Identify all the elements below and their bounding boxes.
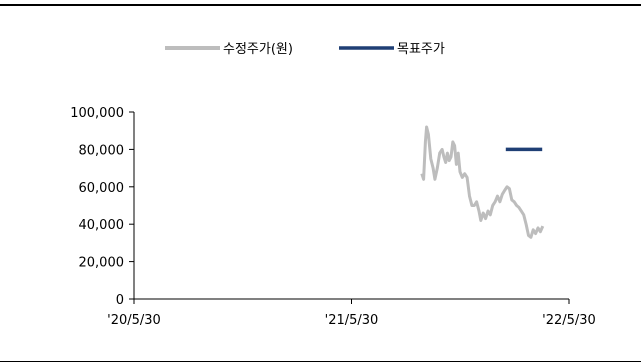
x-tick-label: '20/5/30	[107, 313, 161, 328]
legend-label: 수정주가(원)	[223, 42, 293, 57]
top-border	[0, 4, 641, 6]
y-tick-label: 60,000	[79, 181, 125, 196]
y-tick-label: 0	[116, 293, 124, 308]
y-tick-label: 80,000	[79, 143, 125, 158]
legend-label: 목표주가	[397, 42, 445, 57]
bottom-border	[0, 361, 641, 362]
series-line-adjusted-price	[420, 125, 545, 239]
x-tick-label: '21/5/30	[325, 313, 379, 328]
y-tick-label: 20,000	[79, 256, 125, 271]
x-tick-label: '22/5/30	[542, 313, 596, 328]
y-tick-label: 100,000	[70, 106, 124, 121]
y-tick-label: 40,000	[79, 218, 125, 233]
